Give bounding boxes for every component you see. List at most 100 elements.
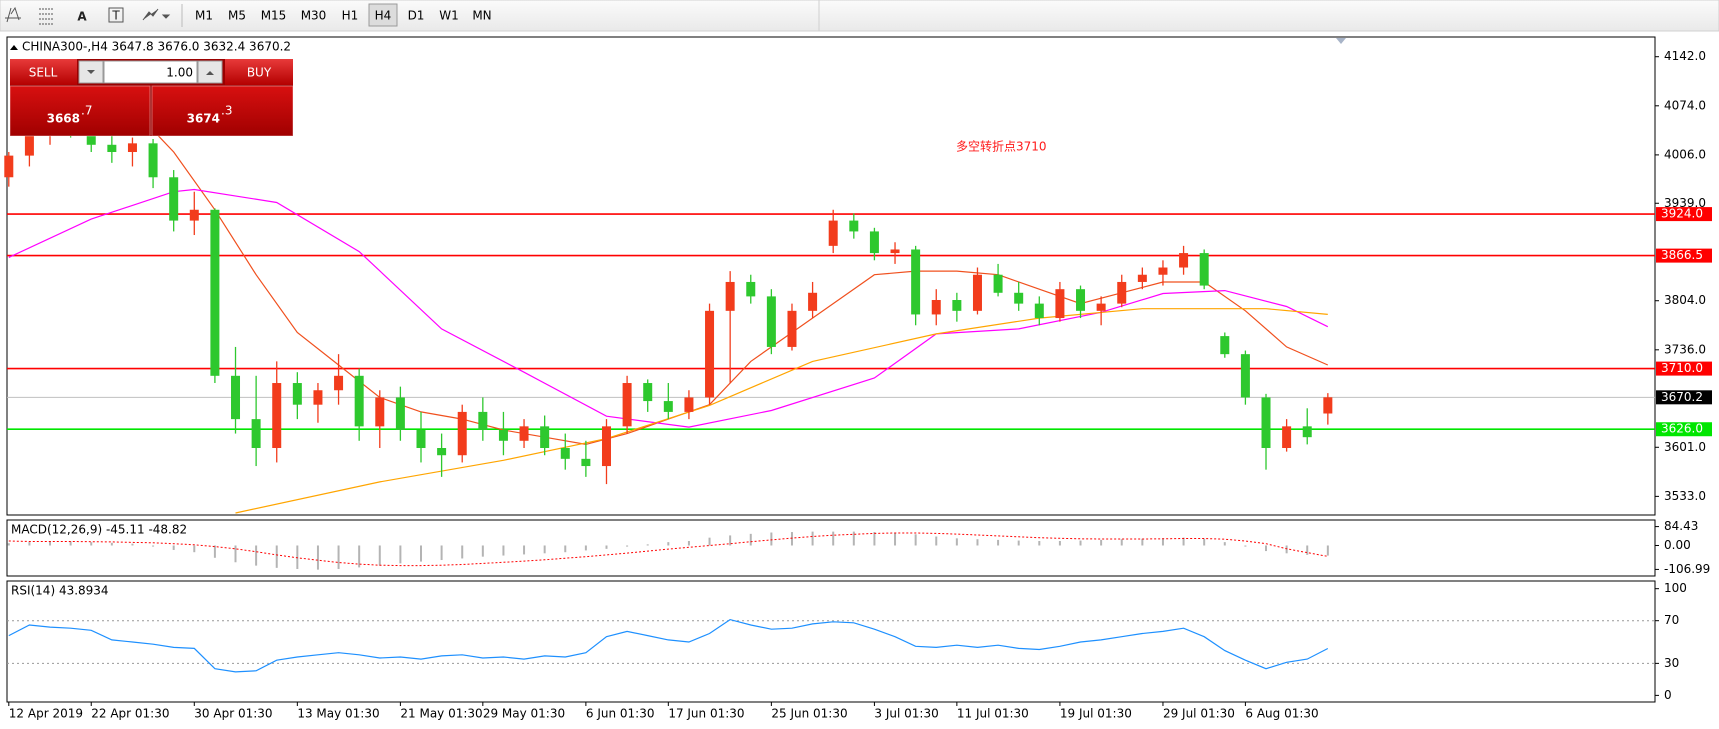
candle-body — [354, 375, 364, 427]
level-label: 3626.0 — [1661, 422, 1703, 436]
level-label-box — [1656, 361, 1712, 376]
candle-body — [457, 411, 467, 456]
bid-box[interactable] — [9, 85, 151, 137]
x-tick-label: 3 Jul 01:30 — [874, 707, 938, 721]
arrows-tool[interactable] — [142, 8, 171, 21]
timeframe-label[interactable]: D1 — [408, 9, 425, 23]
candle-body — [725, 281, 735, 311]
x-tick-label: 6 Aug 01:30 — [1245, 707, 1318, 721]
y-tick-label: -106.99 — [1664, 562, 1710, 576]
y-tick-label: 100 — [1664, 581, 1687, 595]
ask-digits[interactable]: 3674 — [187, 112, 220, 126]
lot-input[interactable] — [103, 60, 198, 84]
candle-body — [746, 281, 756, 297]
candle-body — [931, 300, 941, 315]
candle-body — [663, 401, 673, 412]
lot-up-arrow — [206, 71, 214, 75]
candle-body — [313, 390, 323, 405]
x-tick-label: 11 Jul 01:30 — [957, 707, 1029, 721]
toolbar-bg — [0, 0, 1719, 32]
candle-body — [581, 458, 591, 467]
candle-body — [1055, 289, 1065, 319]
candle-body — [437, 448, 447, 456]
bid-pips[interactable]: .7 — [81, 104, 92, 118]
timeframe-label[interactable]: M5 — [228, 9, 246, 23]
bid-digits[interactable]: 3668 — [47, 112, 80, 126]
candle-body — [395, 397, 405, 430]
period-separator-icon[interactable] — [39, 8, 53, 25]
x-tick-label: 22 Apr 01:30 — [91, 707, 169, 721]
candle-body — [890, 249, 900, 254]
x-tick-label: 25 Jun 01:30 — [771, 707, 847, 721]
candle-body — [560, 448, 570, 459]
chart-type-icon[interactable] — [5, 6, 21, 23]
macd-title: MACD(12,26,9) -45.11 -48.82 — [11, 523, 187, 537]
rsi-title: RSI(14) 43.8934 — [11, 584, 109, 598]
candle-body — [828, 220, 838, 246]
candle-body — [1323, 397, 1333, 414]
timeframe-label[interactable]: M15 — [261, 9, 287, 23]
level-label: 3924.0 — [1661, 207, 1703, 221]
sell-button[interactable] — [10, 59, 77, 85]
candle-body — [911, 249, 921, 315]
timeframe-label[interactable]: MN — [472, 9, 491, 23]
candle-body — [292, 383, 302, 405]
candle-body — [1117, 281, 1127, 304]
candle-body — [993, 274, 1003, 293]
candle-body — [540, 426, 550, 449]
y-tick-label: 0.00 — [1664, 538, 1691, 552]
timeframe-label[interactable]: M30 — [301, 9, 327, 23]
candle-body — [1220, 336, 1230, 355]
candle-body — [231, 375, 241, 420]
candle-body — [478, 411, 488, 430]
macd-signal — [8, 532, 1328, 567]
level-label: 3866.5 — [1661, 248, 1703, 262]
timeframe-label[interactable]: M1 — [195, 9, 213, 23]
candle-body — [519, 426, 529, 441]
timeframe-label[interactable]: H4 — [375, 9, 392, 23]
candle-body — [375, 397, 385, 427]
macd-chart: 84.43 0.00 -106.99 — [7, 519, 1710, 576]
ask-pips[interactable]: .3 — [221, 104, 232, 118]
x-tick-label: 13 May 01:30 — [297, 707, 379, 721]
timeframe-label[interactable]: W1 — [439, 9, 459, 23]
timeframe-label[interactable]: H1 — [342, 9, 359, 23]
candle-body — [705, 310, 715, 398]
header-triangle — [10, 45, 18, 50]
candle-body — [684, 397, 694, 412]
lot-down-arrow — [87, 70, 95, 74]
candle-body — [1076, 289, 1086, 311]
text-box-tool[interactable]: T — [111, 9, 120, 23]
chart-shift-marker — [1336, 38, 1346, 44]
candle-body — [416, 429, 426, 449]
candle-body — [1137, 274, 1147, 282]
buy-label[interactable]: BUY — [247, 66, 272, 80]
candle-body — [498, 429, 508, 441]
sell-label[interactable]: SELL — [29, 66, 58, 80]
y-tick-label: 30 — [1664, 656, 1679, 670]
rsi-line — [8, 618, 1329, 673]
y-tick-label: 3939.0 — [1664, 196, 1706, 210]
text-tool[interactable]: A — [77, 10, 87, 24]
candle-body — [1096, 303, 1106, 311]
candle-body — [148, 143, 158, 178]
timeframe-button[interactable] — [368, 3, 398, 27]
candle-body — [787, 310, 797, 347]
level-label-box — [1656, 390, 1712, 405]
buy-button[interactable] — [225, 59, 293, 85]
y-tick-label: 3601.0 — [1664, 440, 1706, 454]
ask-box[interactable] — [151, 85, 294, 137]
candle-body — [127, 143, 137, 153]
x-tick-label: 30 Apr 01:30 — [194, 707, 272, 721]
candle-body — [1199, 253, 1209, 286]
x-tick-label: 12 Apr 2019 — [9, 707, 83, 721]
lot-value[interactable]: 1.00 — [166, 66, 193, 80]
moving-average — [8, 188, 1329, 428]
candle-body — [1302, 426, 1312, 438]
candle-body — [1034, 303, 1044, 319]
level-label-box — [1656, 422, 1712, 437]
one-click-trading: SELL 1.00 BUY 3668 .7 3674 .3 — [9, 59, 294, 137]
candle-body — [169, 177, 179, 221]
x-tick-label: 29 Jul 01:30 — [1163, 707, 1235, 721]
